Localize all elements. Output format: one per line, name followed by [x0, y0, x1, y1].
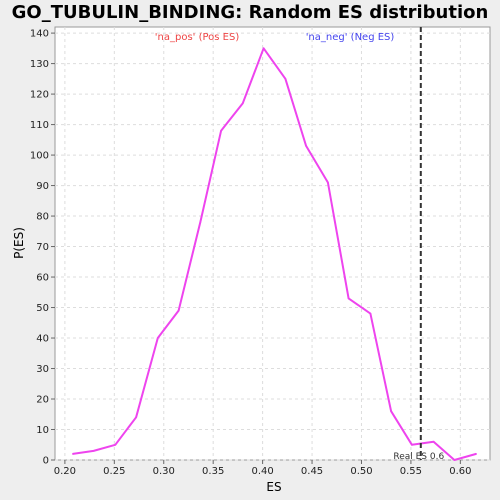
- data-point: [305, 145, 307, 147]
- y-tick-label: 80: [36, 212, 49, 223]
- plot-area: [54, 26, 491, 461]
- x-tick-label: 0.25: [103, 466, 125, 477]
- data-point: [284, 78, 287, 80]
- x-axis-label: ES: [266, 480, 281, 494]
- data-point: [347, 297, 350, 300]
- series-layer: [71, 47, 477, 461]
- chart-title: GO_TUBULIN_BINDING: Random ES distributi…: [12, 2, 489, 23]
- legend-item-neg: 'na_neg' (Neg ES): [306, 32, 395, 43]
- x-tick-label: 0.35: [202, 466, 224, 477]
- data-point: [453, 459, 456, 461]
- data-point: [92, 450, 95, 452]
- y-axis-label: P(ES): [12, 227, 26, 259]
- data-point: [177, 309, 180, 312]
- data-point: [411, 443, 413, 446]
- y-tick-label: 60: [36, 273, 49, 284]
- x-tick-label: 0.30: [153, 466, 175, 477]
- y-tick-label: 140: [30, 29, 49, 40]
- y-tick-label: 0: [43, 456, 49, 467]
- data-point: [242, 102, 244, 105]
- y-tick-label: 40: [36, 334, 49, 345]
- legend-item-pos: 'na_pos' (Pos ES): [155, 32, 240, 43]
- data-point: [327, 181, 329, 184]
- y-tick-label: 110: [30, 120, 49, 131]
- x-tick-label: 0.50: [350, 466, 372, 477]
- data-point: [390, 410, 392, 413]
- axes: 0 10 20 30 40 50 60 70 80 90 100 110 120 130 140 0.20 0.…: [30, 29, 472, 477]
- y-tick-label: 10: [36, 425, 49, 436]
- x-tick-label: 0.55: [400, 466, 422, 477]
- x-tick-label: 0.60: [449, 466, 471, 477]
- data-point: [199, 221, 202, 223]
- es-distribution-line: [72, 47, 477, 461]
- x-tick-label: 0.20: [54, 466, 76, 477]
- annotation-layer: Real ES 0.6: [393, 27, 444, 462]
- data-point: [220, 129, 222, 132]
- y-tick-label: 70: [36, 242, 49, 253]
- grid: [55, 27, 490, 461]
- data-point: [71, 453, 74, 455]
- data-point: [432, 440, 435, 443]
- data-point: [475, 453, 477, 455]
- data-point: [157, 337, 159, 339]
- data-point: [262, 47, 265, 50]
- data-point: [135, 416, 137, 419]
- real-es-label: Real ES 0.6: [393, 452, 444, 462]
- x-tick-label: 0.45: [301, 466, 323, 477]
- data-point: [369, 312, 372, 315]
- x-tick-label: 0.40: [251, 466, 273, 477]
- y-tick-label: 50: [36, 303, 49, 314]
- y-tick-label: 90: [36, 181, 49, 192]
- y-tick-label: 100: [30, 151, 49, 162]
- data-point: [114, 443, 117, 446]
- y-tick-label: 20: [36, 395, 49, 406]
- y-tick-label: 130: [30, 59, 49, 70]
- y-tick-label: 120: [30, 90, 49, 101]
- y-tick-label: 30: [36, 364, 49, 375]
